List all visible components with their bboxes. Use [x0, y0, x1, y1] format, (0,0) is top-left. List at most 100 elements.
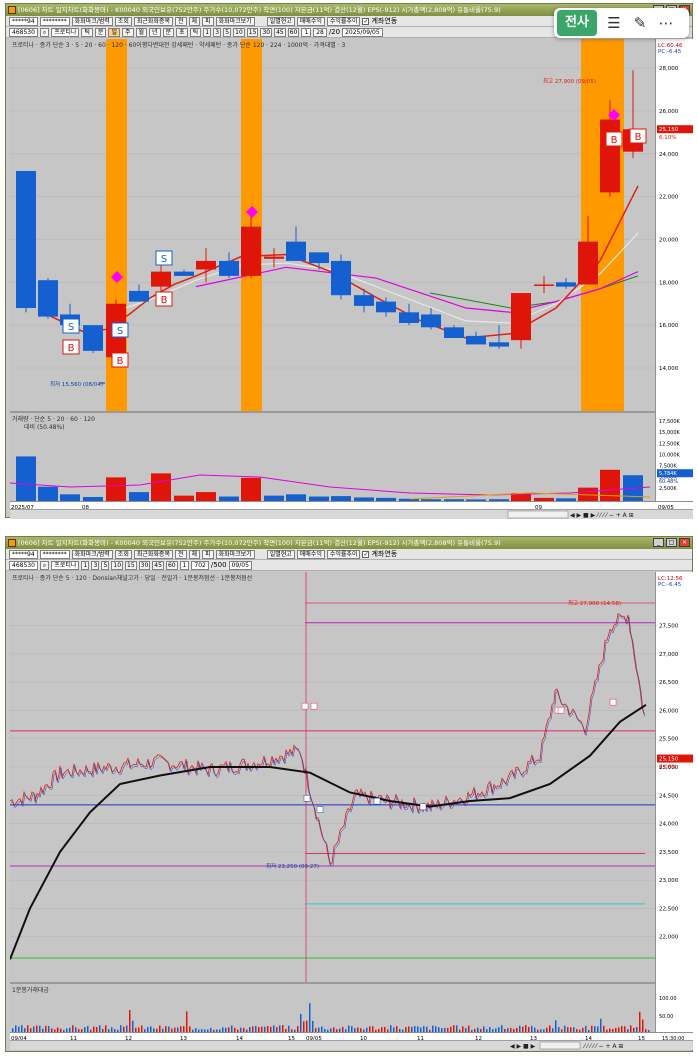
more-icon[interactable]: ⋯ [658, 14, 674, 32]
body-button[interactable]: 체 [188, 16, 201, 26]
minute-time-tick-label: 12 [125, 1036, 132, 1040]
profit-trend-button-2[interactable]: 수익률추이 [326, 549, 361, 559]
minute-volume-bar [240, 1027, 242, 1032]
account-code-field[interactable]: *****94 [9, 16, 38, 26]
minute-current-price-label: 25,150 [659, 757, 679, 763]
period-tick2[interactable]: 틱 [189, 27, 202, 37]
interval-1[interactable]: 1 [203, 27, 212, 37]
minute-volume-tick-label: 100.00 [659, 996, 677, 1002]
minute-time-tick-label: 13 [530, 1036, 537, 1040]
interval-10[interactable]: 10 [233, 27, 245, 37]
minute-volume-bar [540, 1029, 542, 1032]
password-field-2[interactable]: ******** [39, 549, 70, 559]
mark-view-button[interactable]: 화화마크보기 [215, 16, 255, 26]
trade-profit-button[interactable]: 매매수익 [296, 16, 325, 26]
minute-volume-chart[interactable]: 1분봉거래대금 [10, 982, 655, 1032]
close-button-2[interactable]: × [679, 538, 690, 547]
trade-profit-button-2[interactable]: 매매수익 [296, 549, 325, 559]
daily-balance-button[interactable]: 일별현고 [266, 16, 295, 26]
date-input[interactable]: 2025/09/05 [342, 27, 383, 37]
interval-30[interactable]: 30 [260, 27, 273, 37]
interval-45[interactable]: 45 [274, 27, 286, 37]
query-button[interactable]: 조회 [114, 16, 132, 26]
period-tick[interactable]: 틱 [81, 27, 93, 37]
period-sec[interactable]: 초 [176, 27, 188, 37]
account-link-checkbox[interactable]: ✓ [362, 17, 370, 25]
time-input-2[interactable]: 09/05 [228, 560, 252, 570]
interval-60[interactable]: 60 [287, 27, 300, 37]
period-minute[interactable]: 분 [94, 27, 107, 37]
bar-count-input[interactable]: 28 [313, 27, 327, 37]
search-icon[interactable]: ⌕ [39, 27, 50, 37]
bar-count-input-2[interactable]: 702 [191, 560, 209, 570]
minute-low-label: 최저 23,250 (09:27) [266, 862, 319, 870]
interval-15-b[interactable]: 15 [125, 560, 137, 570]
period-min2[interactable]: 분 [162, 27, 175, 37]
minute-price-chart[interactable]: 최고 27,900 (14:58) 최저 23,250 (09:27) 프로티나 … [10, 572, 655, 982]
all-button-2[interactable]: 전 [174, 549, 187, 559]
svg-text:◀ ▶ ■ ▶: ◀ ▶ ■ ▶ [510, 1043, 536, 1050]
minute-chart-scrollbar[interactable]: ◀ ▶ ■ ▶ ⁄ ⁄ ⁄ ⁄ ⁄ − + A ⊞ [10, 1040, 693, 1050]
period-year[interactable]: 년 [149, 27, 161, 37]
period-month[interactable]: 월 [135, 27, 148, 37]
small-signal-marker [557, 706, 565, 714]
p-button[interactable]: 피 [202, 16, 214, 26]
menu-icon[interactable]: ☰ [607, 14, 621, 32]
volume-chart[interactable]: 거래량 · 단순 5 · 20 · 60 · 120 대비 (50.48%) [10, 411, 655, 501]
query-button-2[interactable]: 조회 [114, 549, 132, 559]
pen-icon[interactable]: ✎ [633, 14, 647, 32]
stock-code-input-2[interactable]: 468530 [9, 560, 38, 570]
period-day[interactable]: 일 [108, 27, 120, 37]
maximize-button-2[interactable]: □ [666, 538, 677, 547]
interval-10-b[interactable]: 10 [111, 560, 124, 570]
minute-volume-bar [195, 1028, 197, 1032]
window-titlebar-2[interactable]: [0606] 차트 일지차트(화화봉마) - K00040 외국인보유(752만… [6, 537, 692, 549]
stock-code-input[interactable]: 468530 [9, 27, 38, 37]
minute-volume-bar [93, 1026, 95, 1032]
minute-volume-bar [597, 1026, 599, 1032]
minute-volume-bar [360, 1028, 362, 1032]
account-link-checkbox-2[interactable]: ✓ [362, 550, 370, 558]
recent-items-button-2[interactable]: 최근화화종목 [133, 549, 173, 559]
profit-trend-button[interactable]: 수익률추이 [326, 16, 361, 26]
minute-chart-window: [0606] 차트 일지차트(화화봉마) - K00040 외국인보유(752만… [5, 536, 693, 1052]
minute-volume-bar [288, 1025, 290, 1032]
all-button[interactable]: 전 [174, 16, 187, 26]
period-week[interactable]: 주 [121, 27, 134, 37]
minute-volume-bar [570, 1027, 572, 1032]
stock-name-field-2[interactable]: 프로티나 [51, 560, 80, 570]
account-code-field-2[interactable]: *****94 [9, 549, 38, 559]
interval-1-b[interactable]: 1 [81, 560, 90, 570]
count-input-2[interactable]: 1 [179, 560, 190, 570]
minute-time-axis: 09/04 11 12 13 14 15 09/05 10 11 12 13 14 15 15:30:00 [10, 1032, 693, 1040]
interval-5[interactable]: 5 [223, 27, 232, 37]
minute-volume-bar [234, 1027, 236, 1032]
interval-3[interactable]: 3 [213, 27, 222, 37]
price-chart[interactable]: S B S B S B B B 최고 27,900 (09/05) 최저 15,560 (08/0… [10, 39, 655, 411]
mark-button-2[interactable]: 화화마크/범력 [71, 549, 113, 559]
mark-view-button-2[interactable]: 화화마크보기 [215, 549, 255, 559]
daily-balance-button-2[interactable]: 일별현고 [266, 549, 295, 559]
password-field[interactable]: ******** [39, 16, 70, 26]
minute-scroll-controls-svg: ◀ ▶ ■ ▶ ⁄ ⁄ ⁄ ⁄ ⁄ − + A ⊞ [510, 1041, 623, 1050]
primary-action-button[interactable]: 전사 [557, 10, 597, 36]
mark-button[interactable]: 화화마크/범력 [71, 16, 113, 26]
interval-60-b[interactable]: 60 [165, 560, 178, 570]
minute-volume-bar [246, 1029, 248, 1032]
stock-name-field[interactable]: 프로티나 [51, 27, 80, 37]
signal-badge [62, 318, 80, 334]
interval-3-b[interactable]: 3 [91, 560, 100, 570]
volume-axis: 17,500K 15,000K 12,500K 10,000K 7,500K 5,000K… [655, 411, 693, 501]
recent-items-button[interactable]: 최근화화종목 [133, 16, 173, 26]
body-button-2[interactable]: 체 [188, 549, 201, 559]
interval-45-b[interactable]: 45 [152, 560, 164, 570]
candle-down [174, 271, 194, 276]
interval-15[interactable]: 15 [246, 27, 259, 37]
count-input[interactable]: 1 [301, 27, 312, 37]
minimize-button-2[interactable]: _ [653, 538, 664, 547]
chart-scrollbar[interactable]: ◀ ▶ ■ ▶ ⁄ ⁄ ⁄ ⁄ − + A ⊞ [10, 509, 693, 519]
search-icon-2[interactable]: ⌕ [39, 560, 50, 570]
interval-30-b[interactable]: 30 [138, 560, 151, 570]
interval-5-b[interactable]: 5 [101, 560, 110, 570]
p-button-2[interactable]: 피 [202, 549, 214, 559]
